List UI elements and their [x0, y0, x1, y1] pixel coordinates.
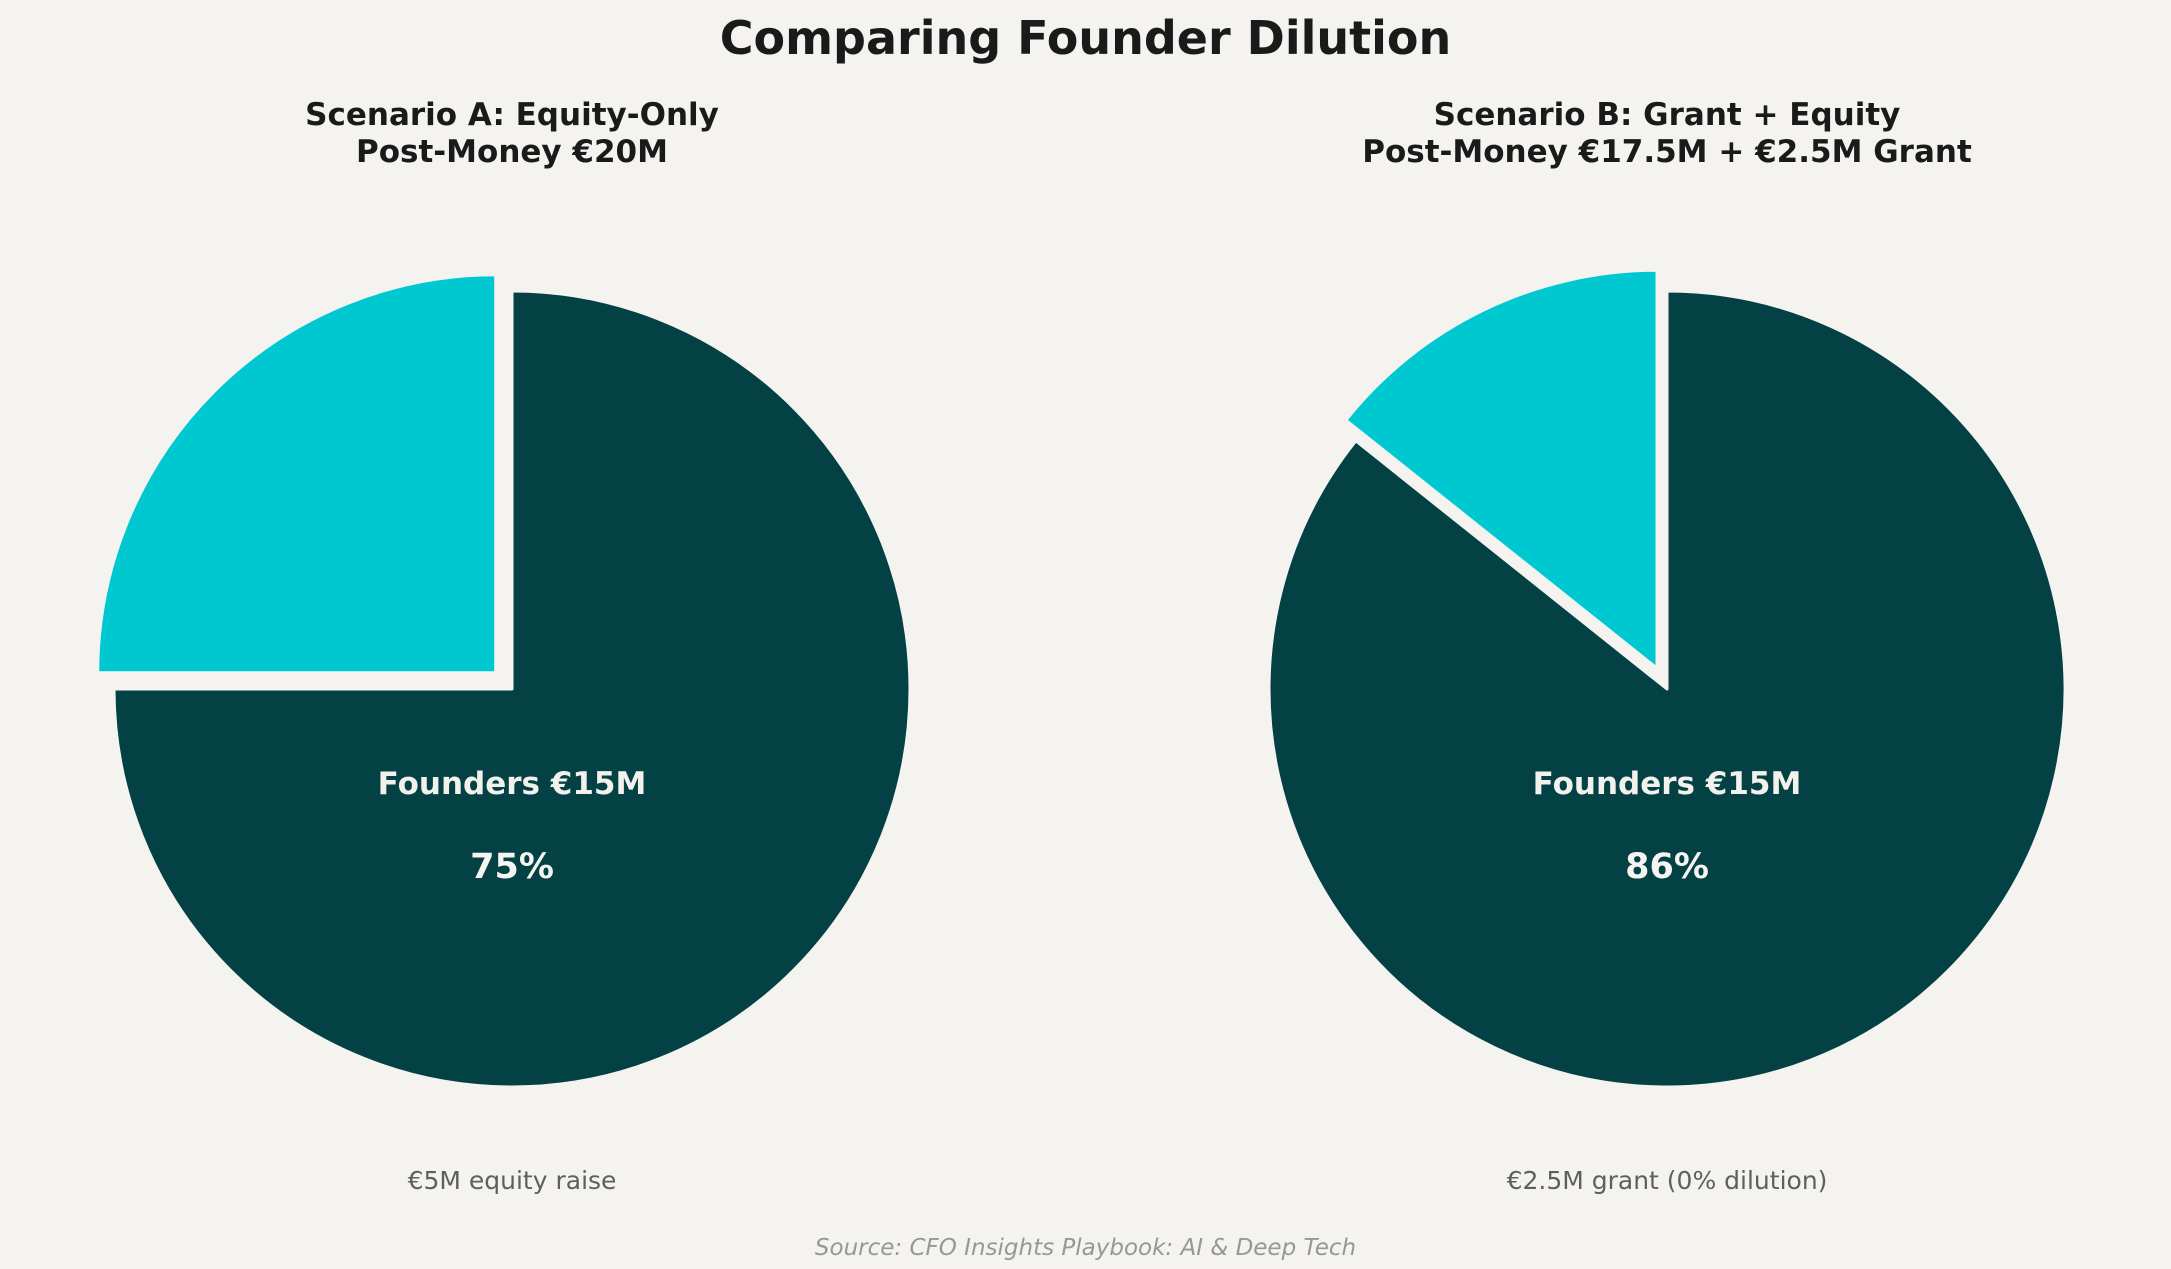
- source-note: Source: CFO Insights Playbook: AI & Deep…: [814, 1235, 1357, 1261]
- pie-slice-founders: [112, 289, 912, 1089]
- scenario-a-subtitle-line1: Scenario A: Equity-Only: [305, 97, 719, 133]
- scenario-b-subtitle-line2: Post-Money €17.5M + €2.5M Grant: [1362, 134, 1972, 170]
- scenario-a-caption: €5M equity raise: [407, 1166, 617, 1195]
- pie-slice-grant: [1344, 268, 1659, 670]
- scenario-b-subtitle-line1: Scenario B: Grant + Equity: [1433, 97, 1901, 133]
- scenario-a-subtitle-line2: Post-Money €20M: [356, 134, 668, 170]
- scenario-b-pie: [1267, 268, 2067, 1089]
- scenario-a-panel: Scenario A: Equity-Only Post-Money €20M …: [82, 0, 942, 1269]
- scenario-b-founders-percent: 86%: [1625, 847, 1709, 887]
- pie-slice-founders: [1267, 289, 2067, 1089]
- scenario-b-founders-label: Founders €15M: [1532, 766, 1802, 802]
- scenario-b-panel: Scenario B: Grant + Equity Post-Money €1…: [1237, 0, 2097, 1269]
- pie-slice-equity-raise: [96, 273, 498, 675]
- scenario-b-caption: €2.5M grant (0% dilution): [1506, 1166, 1828, 1195]
- chart-title: Comparing Founder Dilution: [719, 11, 1452, 65]
- scenario-a-founders-percent: 75%: [470, 847, 554, 887]
- scenario-a-founders-label: Founders €15M: [377, 766, 647, 802]
- scenario-a-subtitle: Scenario A: Equity-Only Post-Money €20M: [82, 97, 942, 171]
- scenario-a-pie: [96, 273, 912, 1089]
- scenario-b-subtitle: Scenario B: Grant + Equity Post-Money €1…: [1237, 97, 2097, 171]
